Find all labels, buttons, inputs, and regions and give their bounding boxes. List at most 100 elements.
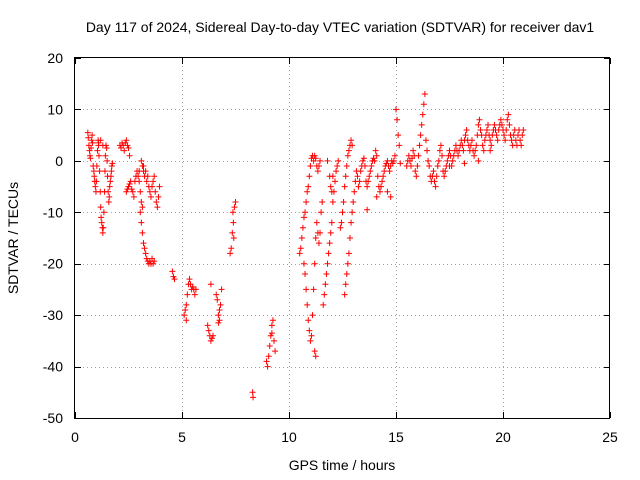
data-point [142, 250, 149, 257]
data-point [92, 183, 99, 190]
data-point [387, 193, 394, 200]
data-point [314, 168, 321, 175]
data-point [332, 178, 339, 185]
data-point [488, 142, 495, 149]
data-point [505, 111, 512, 118]
data-point [100, 209, 107, 216]
data-point [269, 317, 276, 324]
data-point [397, 160, 404, 167]
data-point [304, 188, 311, 195]
data-point [104, 157, 111, 164]
data-point [306, 327, 313, 334]
data-point [230, 235, 237, 241]
data-point [300, 214, 307, 221]
data-point [442, 168, 449, 175]
data-point [342, 281, 349, 288]
data-point [459, 142, 466, 149]
data-point [155, 193, 162, 200]
data-point [410, 147, 417, 154]
y-tick-label: 0 [55, 153, 63, 169]
data-point [343, 271, 350, 277]
data-point [342, 173, 349, 180]
data-point [434, 163, 441, 169]
data-point [473, 142, 480, 149]
data-point [215, 319, 222, 326]
data-point [430, 168, 437, 175]
x-tick-label: 15 [388, 429, 404, 445]
data-point [103, 145, 110, 151]
data-point [366, 173, 373, 180]
data-point [380, 173, 387, 180]
data-point [152, 188, 159, 195]
data-point [90, 168, 97, 175]
data-point [216, 307, 223, 313]
data-point [268, 330, 275, 337]
data-point [389, 160, 396, 167]
data-point [170, 273, 177, 280]
data-point [217, 301, 224, 308]
data-point [89, 132, 96, 139]
data-point [123, 137, 130, 144]
data-point [307, 337, 314, 344]
y-tick-label: 20 [47, 50, 63, 66]
data-point [431, 178, 438, 185]
data-point [391, 152, 398, 159]
data-point [485, 121, 492, 128]
data-point [497, 116, 504, 123]
data-point [95, 152, 102, 159]
data-point [125, 145, 132, 151]
data-point [156, 183, 163, 190]
data-point [105, 188, 112, 195]
data-point [271, 337, 278, 344]
data-point [328, 188, 335, 195]
data-point [303, 199, 310, 205]
data-point [376, 188, 383, 195]
data-point [345, 147, 352, 154]
data-point [333, 168, 340, 175]
data-point [136, 168, 143, 175]
data-point [356, 178, 363, 185]
data-point [348, 219, 355, 226]
data-point [351, 188, 358, 195]
data-point [99, 142, 106, 149]
data-point [471, 152, 478, 159]
data-point [264, 363, 271, 370]
data-point [349, 209, 356, 216]
data-point [373, 152, 380, 159]
data-point [324, 157, 331, 164]
data-point [138, 199, 145, 205]
x-tick-label: 25 [602, 429, 618, 445]
data-point [91, 173, 98, 180]
data-point [321, 291, 328, 298]
data-point [504, 116, 511, 123]
data-point [312, 353, 319, 360]
data-point [102, 152, 109, 159]
data-point [344, 152, 351, 159]
data-point [268, 322, 275, 329]
data-point [343, 163, 350, 169]
data-point [372, 147, 379, 154]
data-point [149, 183, 156, 190]
data-point [296, 250, 303, 257]
data-point [334, 163, 341, 169]
data-point [503, 127, 510, 133]
data-point [373, 193, 380, 200]
data-point [267, 332, 274, 339]
data-point [446, 147, 453, 154]
data-point [130, 193, 137, 200]
x-tick-label: 5 [178, 429, 186, 445]
data-point [483, 127, 490, 133]
data-point [370, 155, 377, 162]
data-point [216, 317, 223, 324]
data-point [315, 163, 322, 169]
data-point [186, 276, 193, 283]
data-point [229, 209, 236, 216]
data-point [208, 335, 215, 342]
data-point [315, 240, 322, 247]
data-point [417, 132, 424, 139]
data-point [266, 343, 273, 349]
data-point [317, 157, 324, 164]
data-point [405, 152, 412, 159]
data-point [218, 286, 225, 293]
data-point [305, 317, 312, 324]
